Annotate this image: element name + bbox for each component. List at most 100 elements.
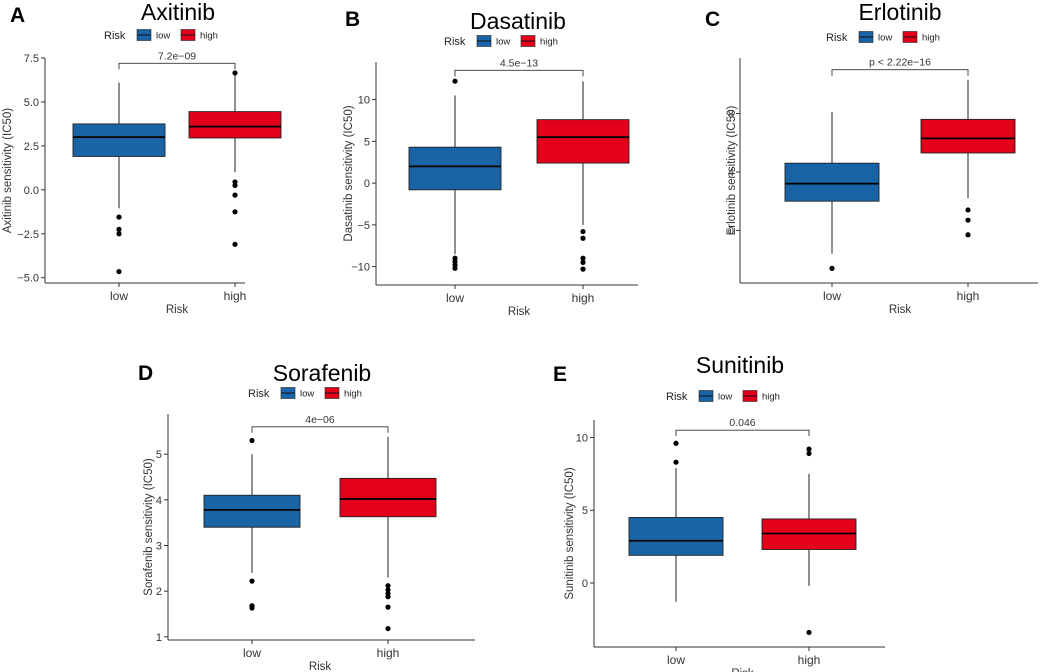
outlier-point [385, 583, 391, 589]
legend-label-low: low [496, 37, 510, 48]
legend-title: Risk [104, 30, 126, 42]
x-tick-label-high: high [798, 653, 821, 667]
iqr-box [408, 146, 502, 191]
panel-letter: C [705, 8, 720, 31]
outlier-point [249, 578, 255, 584]
outlier-point [116, 226, 122, 232]
legend-title: Risk [666, 391, 688, 403]
significance-bracket: 7.2e−09 [118, 50, 236, 70]
significance-bracket: 0.046 [675, 417, 810, 437]
y-axis-label: Sunitinib sensitivity (IC50) [564, 467, 576, 599]
iqr-box [628, 517, 724, 556]
bracket-line [118, 62, 236, 70]
y-axis-label: Sorafenib sensitivity (IC50) [143, 458, 155, 596]
legend-title: Risk [444, 36, 466, 48]
outlier-point [673, 440, 679, 446]
significance-bracket: 4.5e−13 [454, 57, 584, 77]
iqr-box [536, 119, 630, 164]
y-axis-label: Axitinib sensitivity (IC50) [2, 108, 14, 233]
outlier-point [965, 217, 971, 223]
y-tick-label: 7.5 [24, 53, 39, 65]
x-axis-label: Risk [889, 304, 912, 316]
iqr-box [920, 118, 1016, 154]
legend: Risk low high [826, 31, 940, 44]
outlier-point [232, 70, 238, 76]
bracket-line [675, 429, 810, 437]
p-value-label: p < 2.22e−16 [869, 57, 931, 69]
outlier-point [673, 459, 679, 465]
y-tick-label: 0.0 [24, 185, 39, 197]
legend-label-low: low [156, 31, 170, 42]
p-value-label: 4e−06 [305, 414, 335, 426]
outlier-point [232, 241, 238, 247]
legend: Risk low high [104, 29, 218, 42]
legend-title: Risk [248, 388, 270, 400]
y-tick-label: 5 [582, 505, 588, 517]
outlier-point [806, 446, 812, 452]
outlier-point [452, 78, 458, 84]
legend-label-high: high [922, 33, 940, 44]
panel-letter: E [553, 363, 567, 386]
box-low [784, 112, 880, 271]
panel-c: C Erlotinib Risk low high 0 4 8 low high Risk Erlot… [705, 0, 1038, 316]
outlier-point [965, 207, 971, 213]
outlier-point [385, 604, 391, 610]
y-tick-label: −5 [357, 220, 370, 232]
legend-label-high: high [762, 392, 780, 403]
outlier-point [580, 259, 586, 266]
x-axis-label: Risk [166, 304, 189, 316]
outlier-point [965, 232, 971, 238]
bracket-line [454, 69, 584, 77]
legend-label-low: low [718, 392, 732, 403]
panel-letter: B [345, 8, 360, 31]
chart-title: Sorafenib [273, 360, 371, 386]
legend-label-low: low [300, 389, 314, 400]
y-tick-label: 1 [156, 632, 162, 644]
x-tick-label-high: high [957, 289, 980, 303]
y-tick-label: −5.0 [17, 273, 39, 285]
x-tick-label-low: low [110, 289, 128, 303]
iqr-box [72, 123, 166, 157]
iqr-box [203, 494, 301, 528]
significance-bracket: p < 2.22e−16 [831, 57, 969, 76]
x-tick-label-low: low [243, 646, 261, 660]
box-high [761, 446, 857, 636]
panel-letter: A [10, 4, 25, 27]
outlier-point [580, 255, 586, 261]
y-tick-label: 5.0 [24, 97, 39, 109]
y-tick-label: 8 [728, 109, 734, 121]
iqr-box [339, 477, 437, 518]
box-low [203, 437, 301, 611]
box-low [72, 82, 166, 275]
box-low [628, 440, 724, 602]
y-tick-label: 10 [358, 95, 370, 107]
p-value-label: 4.5e−13 [500, 57, 538, 69]
y-tick-label: 5 [156, 449, 162, 461]
x-tick-label-high: high [224, 289, 247, 303]
panel-e: E Sunitinib Risk low high 0 5 10 low high Risk Suni… [553, 352, 885, 672]
outlier-point [385, 587, 391, 593]
outlier-point [580, 228, 586, 235]
y-axis-label: Dasatinib sensitivity (IC50) [343, 105, 355, 241]
x-tick-label-low: low [667, 653, 685, 667]
outlier-point [829, 265, 835, 271]
legend-label-high: high [200, 31, 218, 42]
chart-title: Erlotinib [858, 0, 941, 25]
outlier-point [452, 265, 458, 271]
bracket-line [831, 69, 969, 76]
y-tick-label: −10 [351, 262, 370, 274]
outlier-point [232, 209, 238, 215]
x-axis-label: Risk [309, 661, 332, 672]
outlier-point [580, 235, 586, 241]
x-tick-label-high: high [377, 646, 400, 660]
iqr-box [784, 162, 880, 202]
outlier-point [385, 625, 391, 632]
box-high [188, 70, 282, 247]
y-tick-label: 4 [728, 167, 734, 179]
x-tick-label-high: high [572, 291, 595, 305]
outlier-point [116, 214, 122, 220]
outlier-point [232, 192, 238, 198]
